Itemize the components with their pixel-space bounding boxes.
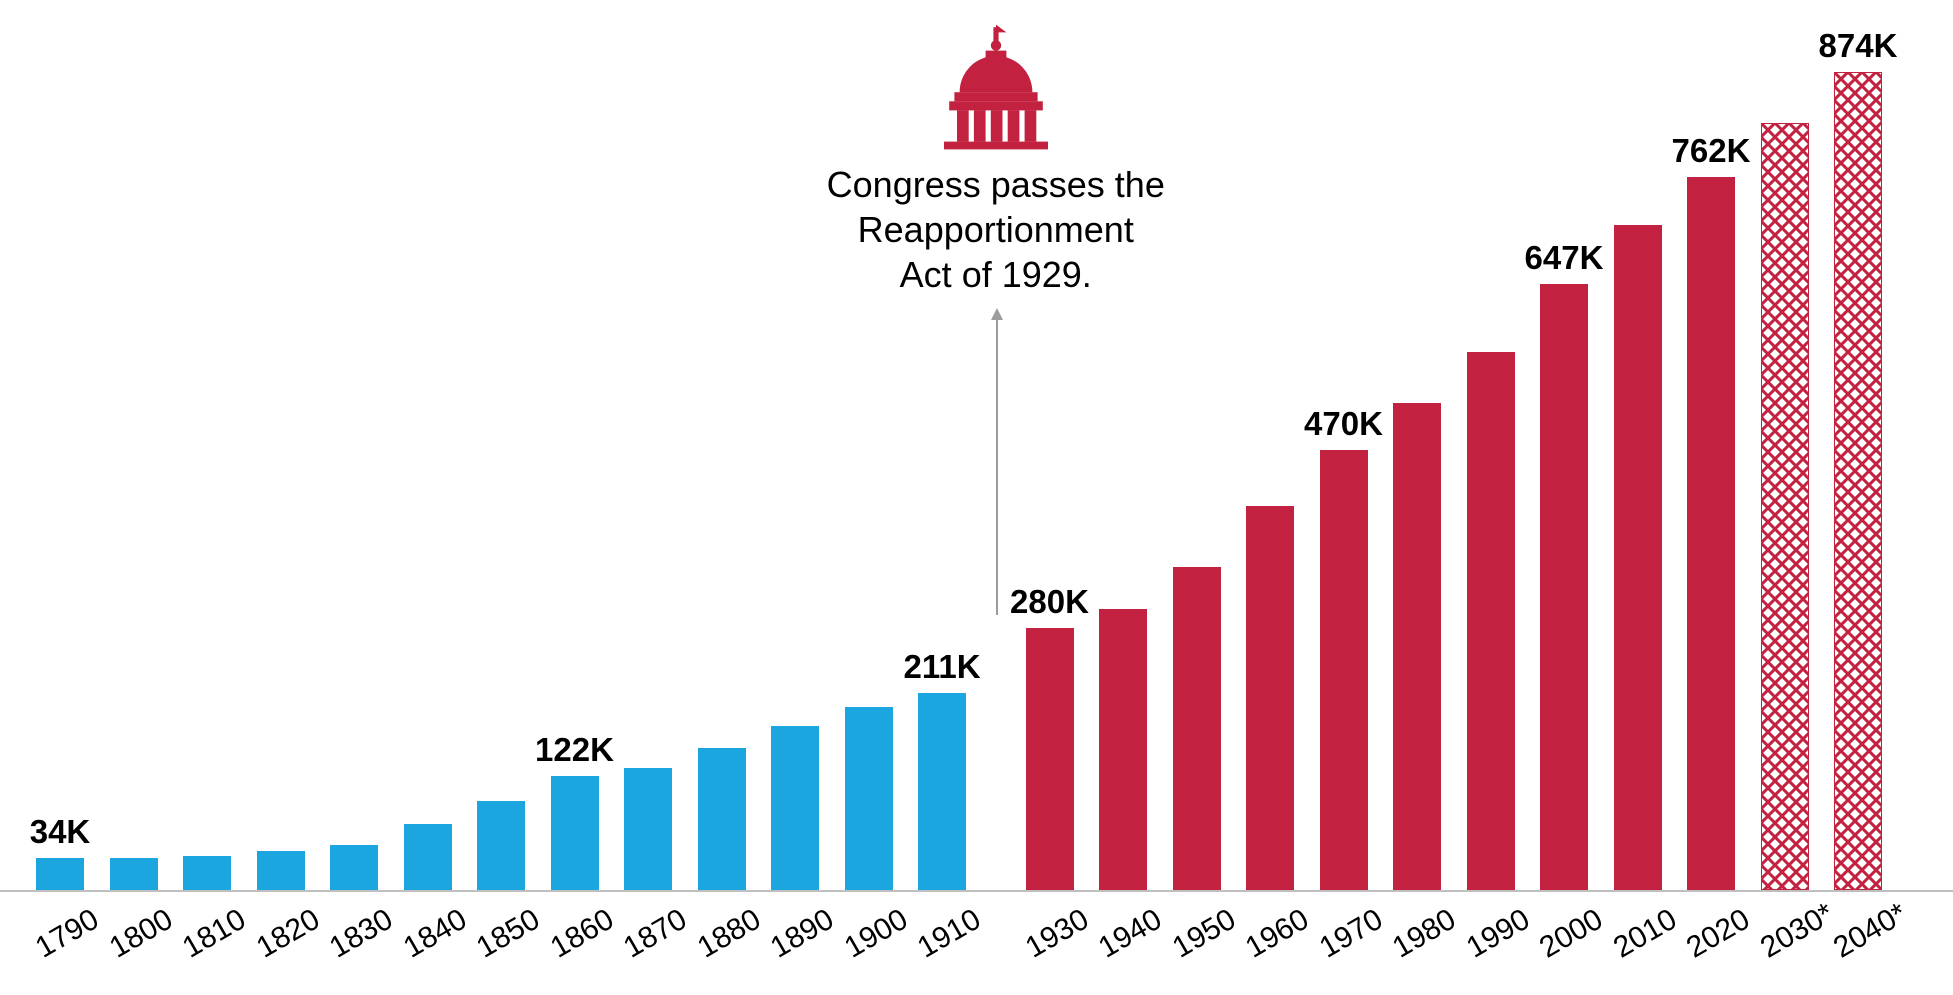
x-axis-label: 1950 (1167, 903, 1242, 966)
bar (1246, 506, 1294, 890)
bar (845, 707, 893, 890)
bar (477, 801, 525, 890)
x-axis-label: 1800 (104, 903, 179, 966)
x-axis-label: 1890 (765, 903, 840, 966)
x-axis-label: 1910 (912, 903, 987, 966)
bar-value-label: 470K (1304, 405, 1383, 443)
x-axis-label: 2010 (1608, 903, 1683, 966)
x-axis-label: 1830 (324, 903, 399, 966)
annotation-arrow-head (991, 308, 1003, 320)
capitol-icon (931, 22, 1061, 152)
bar (698, 748, 746, 890)
x-axis-label: 1840 (398, 903, 473, 966)
x-axis-label: 1860 (545, 903, 620, 966)
bar (1761, 123, 1809, 890)
bar (624, 768, 672, 890)
x-axis-label: 2000 (1534, 903, 1609, 966)
x-axis-label: 1980 (1387, 903, 1462, 966)
annotation-text-line: Congress passes the (827, 162, 1165, 207)
bar (1467, 352, 1515, 890)
bar-value-label: 874K (1819, 27, 1898, 65)
bar (1099, 609, 1147, 890)
x-axis-label: 1960 (1240, 903, 1315, 966)
x-axis-label: 1790 (30, 903, 105, 966)
bar (36, 858, 84, 890)
bar (1320, 450, 1368, 890)
annotation-text-line: Reapportionment (827, 207, 1165, 252)
bar (1026, 628, 1074, 890)
x-axis-label: 1970 (1314, 903, 1389, 966)
x-axis-label: 1990 (1461, 903, 1536, 966)
bar-chart: 34K1790180018101820183018401850122K18601… (0, 0, 1953, 995)
x-axis-label: 2040* (1828, 897, 1913, 966)
bar (1540, 284, 1588, 890)
bar (1393, 403, 1441, 890)
x-axis-label: 1900 (839, 903, 914, 966)
x-axis-label: 1850 (471, 903, 546, 966)
annotation-text-line: Act of 1929. (827, 252, 1165, 297)
bar-value-label: 211K (903, 648, 980, 686)
x-axis-label: 1810 (177, 903, 252, 966)
bar (1834, 72, 1882, 890)
annotation-text: Congress passes theReapportionmentAct of… (827, 162, 1165, 297)
bar (918, 693, 966, 890)
bar (110, 858, 158, 890)
bar (1173, 567, 1221, 890)
bar-value-label: 34K (30, 813, 91, 851)
x-axis-label: 2020 (1681, 903, 1756, 966)
x-axis-label: 1940 (1093, 903, 1168, 966)
bar (404, 824, 452, 890)
x-axis-label: 1820 (251, 903, 326, 966)
bar-value-label: 647K (1525, 239, 1604, 277)
x-axis-label: 1930 (1020, 903, 1095, 966)
x-axis-label: 1880 (692, 903, 767, 966)
bar-value-label: 122K (535, 731, 614, 769)
x-axis-label: 2030* (1755, 897, 1840, 966)
bar (551, 776, 599, 890)
annotation-arrow (996, 310, 998, 615)
bar (771, 726, 819, 890)
bar-value-label: 280K (1010, 583, 1089, 621)
bar (257, 851, 305, 890)
bar (1614, 225, 1662, 890)
bar (183, 856, 231, 890)
x-axis-label: 1870 (618, 903, 693, 966)
bar (1687, 177, 1735, 890)
bar-value-label: 762K (1672, 132, 1751, 170)
bar (330, 845, 378, 890)
